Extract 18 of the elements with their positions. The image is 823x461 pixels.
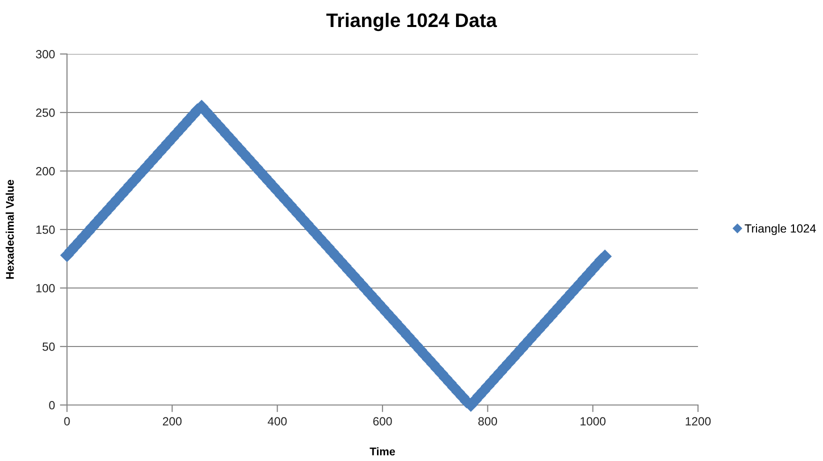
x-tick-label: 1200	[686, 417, 711, 426]
y-tick-label: 250	[36, 108, 55, 117]
chart-title: Triangle 1024 Data	[326, 12, 498, 32]
x-tick-label: 0	[64, 417, 70, 426]
x-tick-label: 800	[478, 417, 498, 426]
y-tick-label: 300	[36, 50, 55, 58]
x-tick-label: 600	[373, 417, 392, 426]
x-tick-label: 1000	[580, 417, 606, 426]
y-tick-label: 50	[42, 342, 55, 351]
y-tick-label: 150	[36, 226, 55, 234]
x-axis-title: Time	[370, 447, 395, 456]
y-tick-label: 0	[49, 401, 55, 410]
y-axis-title: Hexadecimal Value	[6, 180, 14, 279]
x-tick-label: 400	[268, 417, 287, 426]
legend-label: Triangle 1024	[744, 224, 816, 235]
y-tick-label: 200	[36, 167, 55, 176]
y-tick-label: 100	[36, 284, 55, 292]
x-tick-label: 200	[162, 417, 182, 426]
